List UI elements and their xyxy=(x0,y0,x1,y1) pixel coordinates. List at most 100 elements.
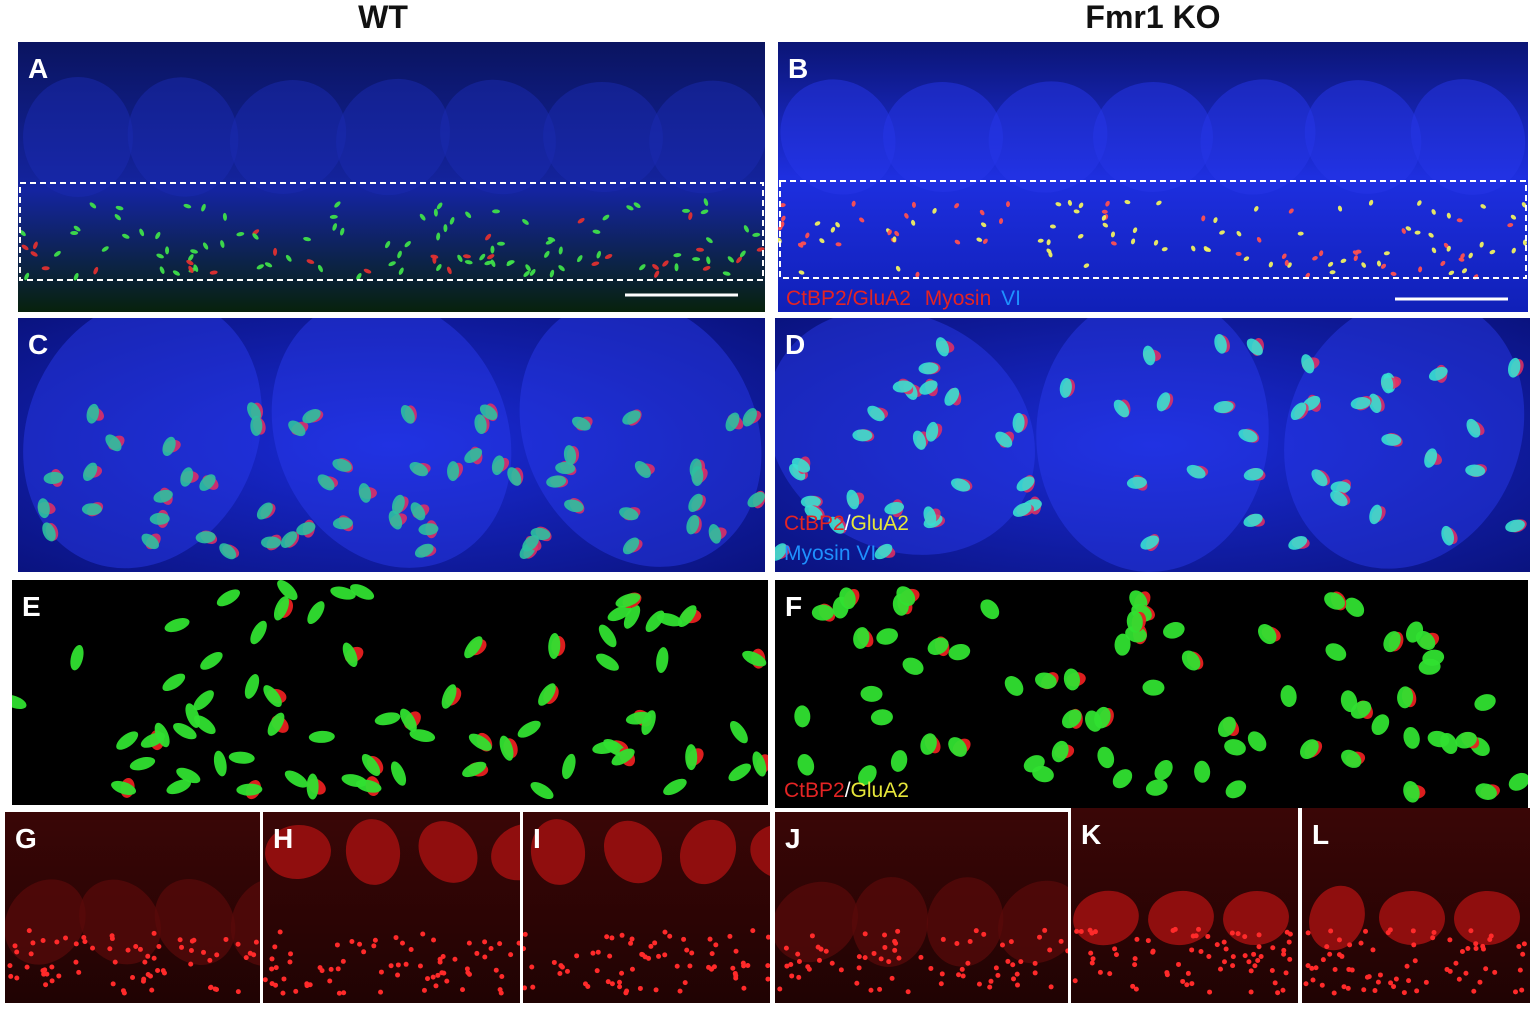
blob xyxy=(729,720,748,744)
puncta xyxy=(1431,929,1437,935)
blob xyxy=(229,80,347,194)
blob xyxy=(852,429,873,442)
puncta xyxy=(960,973,966,979)
puncta xyxy=(212,986,218,992)
puncta xyxy=(1248,989,1254,995)
puncta xyxy=(965,960,971,966)
panel-content xyxy=(5,878,260,996)
blob xyxy=(1403,780,1420,803)
puncta xyxy=(357,941,363,947)
blob xyxy=(42,522,56,542)
puncta xyxy=(474,950,480,956)
blob xyxy=(562,753,576,780)
blob xyxy=(800,495,821,508)
blob xyxy=(201,203,206,212)
blob xyxy=(1368,199,1374,206)
puncta xyxy=(140,978,146,984)
blob xyxy=(988,81,1108,193)
blob xyxy=(260,536,281,549)
puncta xyxy=(440,954,446,960)
puncta xyxy=(796,974,802,980)
blob xyxy=(607,605,632,622)
puncta xyxy=(1014,971,1020,977)
puncta xyxy=(939,971,945,977)
puncta xyxy=(349,939,355,945)
blob xyxy=(81,503,102,516)
blob xyxy=(1353,255,1358,262)
blob xyxy=(830,226,836,233)
blob xyxy=(398,267,404,275)
puncta xyxy=(1423,979,1429,985)
puncta xyxy=(709,951,715,957)
blob xyxy=(1097,746,1115,769)
blob xyxy=(791,457,811,473)
puncta xyxy=(1058,938,1064,944)
panel-label: K xyxy=(1081,819,1101,850)
blob xyxy=(1246,338,1263,356)
blob xyxy=(54,250,61,257)
puncta xyxy=(107,946,113,952)
puncta xyxy=(1150,949,1156,955)
blob xyxy=(598,624,617,648)
blob xyxy=(1330,490,1348,507)
blob xyxy=(752,751,767,777)
blob xyxy=(440,79,556,195)
blob xyxy=(645,610,665,633)
puncta xyxy=(1189,981,1195,987)
puncta xyxy=(1358,940,1364,946)
puncta xyxy=(408,946,414,952)
blob xyxy=(400,708,417,732)
blob xyxy=(892,236,897,243)
legend: CtBP2/GluA2 xyxy=(784,512,909,535)
blob xyxy=(1440,260,1446,267)
blob xyxy=(330,586,356,600)
blob xyxy=(436,232,441,241)
puncta xyxy=(277,929,283,935)
blob xyxy=(1153,239,1159,246)
image-panel: A xyxy=(18,42,765,312)
puncta xyxy=(604,934,610,940)
blob xyxy=(1441,525,1455,546)
blob xyxy=(544,250,550,258)
puncta xyxy=(1401,990,1407,996)
puncta xyxy=(1281,947,1287,953)
blob xyxy=(835,242,842,247)
blob xyxy=(1225,780,1247,799)
blob xyxy=(1383,251,1390,256)
puncta xyxy=(1196,926,1202,932)
legend-item: / xyxy=(845,512,851,535)
blob xyxy=(122,233,130,239)
blob xyxy=(384,240,391,249)
blob xyxy=(479,253,486,261)
blob xyxy=(1460,253,1465,259)
blob xyxy=(1005,201,1010,208)
blob xyxy=(1337,205,1343,212)
puncta xyxy=(269,981,275,987)
puncta xyxy=(7,963,13,969)
puncta xyxy=(523,985,528,991)
puncta xyxy=(430,974,436,980)
panel-content xyxy=(19,77,765,281)
blob xyxy=(546,475,567,488)
puncta xyxy=(1310,977,1316,983)
puncta xyxy=(619,970,625,976)
puncta xyxy=(460,987,466,993)
puncta xyxy=(508,952,514,958)
puncta xyxy=(677,988,683,994)
puncta xyxy=(674,963,680,969)
puncta xyxy=(378,969,384,975)
blob xyxy=(273,596,289,621)
blob xyxy=(1126,610,1143,633)
puncta xyxy=(263,977,268,983)
panel-background xyxy=(18,318,765,572)
blob xyxy=(345,819,401,885)
puncta xyxy=(433,983,439,989)
puncta xyxy=(918,954,924,960)
puncta xyxy=(564,968,570,974)
puncta xyxy=(1463,970,1469,976)
puncta xyxy=(145,953,151,959)
puncta xyxy=(652,940,658,946)
puncta xyxy=(993,965,999,971)
blob xyxy=(1465,464,1486,477)
puncta xyxy=(523,931,528,937)
